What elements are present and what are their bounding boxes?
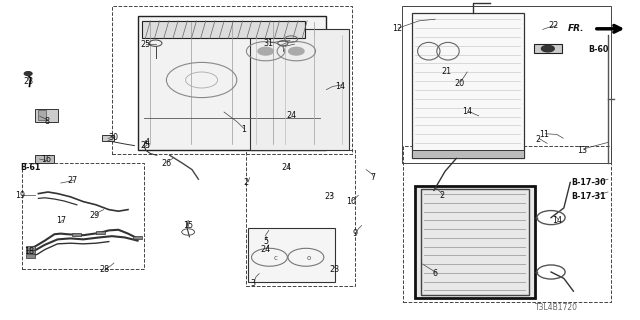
- Text: 30: 30: [109, 133, 119, 142]
- Text: 18: 18: [24, 247, 34, 256]
- Bar: [112, 6, 352, 154]
- Bar: [26, 250, 35, 253]
- Bar: [22, 163, 144, 269]
- Text: 14: 14: [462, 108, 472, 116]
- Circle shape: [289, 47, 304, 55]
- Text: 20: 20: [454, 79, 465, 88]
- Text: 14: 14: [552, 216, 562, 225]
- Text: 8: 8: [44, 117, 49, 126]
- Text: 3: 3: [250, 279, 255, 288]
- Text: B-17-30: B-17-30: [572, 178, 606, 187]
- Bar: [412, 13, 524, 158]
- Bar: [38, 110, 46, 120]
- Bar: [248, 228, 335, 282]
- Bar: [72, 233, 81, 236]
- Text: 16: 16: [41, 156, 51, 164]
- Bar: [35, 155, 54, 163]
- Text: 13: 13: [577, 146, 588, 155]
- Bar: [35, 109, 58, 122]
- Bar: [402, 6, 611, 163]
- Text: 24: 24: [260, 245, 271, 254]
- Text: 6: 6: [433, 269, 438, 278]
- Bar: [415, 186, 535, 298]
- Text: 7: 7: [370, 173, 375, 182]
- Text: 1: 1: [241, 125, 246, 134]
- Bar: [412, 150, 524, 158]
- Text: 29: 29: [90, 211, 100, 220]
- Text: 10: 10: [346, 197, 356, 206]
- Text: B-17-31: B-17-31: [572, 192, 606, 201]
- Bar: [250, 29, 349, 150]
- Text: 25: 25: [141, 141, 151, 150]
- Text: 11: 11: [539, 130, 549, 139]
- Text: 24: 24: [282, 164, 292, 172]
- Text: B-60: B-60: [588, 45, 609, 54]
- Text: 2: 2: [535, 135, 540, 144]
- Bar: [26, 254, 35, 258]
- Text: 17: 17: [56, 216, 67, 225]
- Bar: [138, 16, 326, 150]
- Text: c: c: [273, 255, 277, 261]
- Bar: [246, 150, 355, 286]
- Bar: [102, 135, 114, 141]
- Text: 21: 21: [442, 68, 452, 76]
- Text: 9: 9: [353, 229, 358, 238]
- Text: 2: 2: [244, 178, 249, 187]
- Circle shape: [24, 72, 32, 76]
- Bar: [534, 44, 562, 53]
- Text: 23: 23: [329, 265, 339, 274]
- Bar: [142, 21, 305, 38]
- Text: 4: 4: [145, 138, 150, 147]
- Text: T3L4B1720: T3L4B1720: [535, 303, 579, 312]
- Text: B-61: B-61: [20, 164, 41, 172]
- Text: 27: 27: [67, 176, 77, 185]
- Bar: [96, 231, 105, 234]
- Bar: [421, 189, 529, 295]
- Text: 28: 28: [99, 265, 109, 274]
- Text: 23: 23: [23, 77, 33, 86]
- Text: 2: 2: [439, 191, 444, 200]
- Text: 15: 15: [183, 221, 193, 230]
- Bar: [403, 146, 611, 302]
- Text: 22: 22: [548, 21, 559, 30]
- Text: 23: 23: [324, 192, 335, 201]
- Circle shape: [258, 47, 273, 55]
- Text: 12: 12: [392, 24, 402, 33]
- Text: o: o: [307, 255, 311, 261]
- Text: 26: 26: [161, 159, 172, 168]
- Circle shape: [541, 45, 554, 52]
- Text: 14: 14: [335, 82, 346, 91]
- Text: FR.: FR.: [568, 24, 584, 33]
- Bar: [26, 246, 35, 250]
- Text: 19: 19: [15, 191, 26, 200]
- Text: 24: 24: [286, 111, 296, 120]
- Text: 25: 25: [141, 40, 151, 49]
- Text: 5: 5: [263, 237, 268, 246]
- Text: 31: 31: [264, 39, 274, 48]
- Bar: [133, 236, 142, 239]
